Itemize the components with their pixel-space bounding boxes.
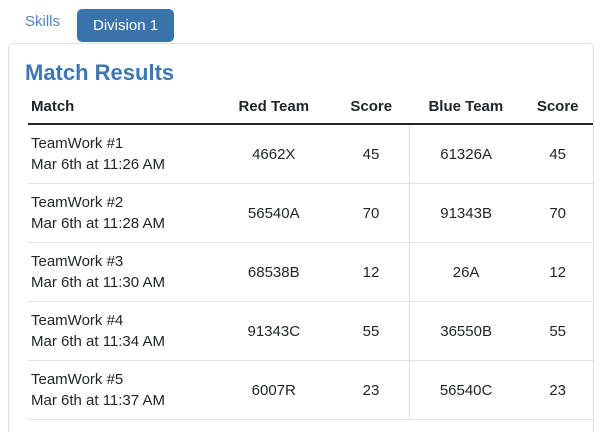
blue-team-cell: 36550B: [408, 301, 523, 361]
match-time: Mar 6th at 11:37 AM: [31, 392, 165, 409]
table-row: TeamWork #1 Mar 6th at 11:26 AM 4662X 45…: [28, 124, 593, 184]
match-name: TeamWork #2: [31, 194, 124, 211]
blue-team-cell: 26A: [408, 242, 523, 302]
blue-team-cell: 61326A: [408, 124, 523, 184]
red-team-cell: 56540A: [214, 183, 334, 243]
table-header-row: Match Red Team Score Blue Team Score: [28, 87, 593, 125]
match-time: Mar 6th at 11:34 AM: [31, 333, 165, 350]
red-score-cell: 70: [333, 183, 410, 243]
blue-score-cell: 45: [522, 124, 593, 184]
tab-bar: Skills Division 1: [0, 0, 603, 43]
match-name: TeamWork #3: [31, 253, 124, 270]
column-header-match: Match: [28, 87, 215, 125]
division-panel: Match Results Match Red Team Score Blue …: [8, 43, 594, 432]
table-row: TeamWork #2 Mar 6th at 11:28 AM 56540A 7…: [28, 183, 593, 243]
column-header-red-team: Red Team: [214, 87, 334, 125]
match-cell: TeamWork #3 Mar 6th at 11:30 AM: [28, 242, 215, 302]
red-score-cell: 55: [333, 301, 410, 361]
match-time: Mar 6th at 11:26 AM: [31, 156, 165, 173]
blue-team-cell: 91343B: [408, 183, 523, 243]
red-team-cell: 91343C: [214, 301, 334, 361]
page-title: Match Results: [25, 60, 175, 85]
red-score-cell: 12: [333, 242, 410, 302]
column-header-blue-score: Score: [522, 87, 593, 125]
blue-score-cell: 70: [522, 183, 593, 243]
tab-division-1[interactable]: Division 1: [77, 9, 175, 42]
match-time: Mar 6th at 11:30 AM: [31, 274, 165, 291]
match-name: TeamWork #5: [31, 371, 124, 388]
match-name: TeamWork #1: [31, 135, 124, 152]
column-header-red-score: Score: [333, 87, 410, 125]
red-score-cell: 45: [333, 124, 410, 184]
red-score-cell: 23: [333, 360, 410, 420]
match-cell: TeamWork #2 Mar 6th at 11:28 AM: [28, 183, 215, 243]
column-header-blue-team: Blue Team: [409, 87, 523, 125]
red-team-cell: 68538B: [214, 242, 334, 302]
match-name: TeamWork #4: [31, 312, 124, 329]
match-time: Mar 6th at 11:28 AM: [31, 215, 165, 232]
table-row: TeamWork #3 Mar 6th at 11:30 AM 68538B 1…: [28, 242, 593, 302]
match-cell: TeamWork #1 Mar 6th at 11:26 AM: [28, 124, 215, 184]
blue-score-cell: 12: [522, 242, 593, 302]
tab-skills[interactable]: Skills: [25, 13, 61, 30]
red-team-cell: 4662X: [214, 124, 334, 184]
match-results-table: Match Red Team Score Blue Team Score Tea…: [28, 87, 593, 420]
table-row: TeamWork #5 Mar 6th at 11:37 AM 6007R 23…: [28, 360, 593, 420]
match-cell: TeamWork #5 Mar 6th at 11:37 AM: [28, 360, 215, 420]
red-team-cell: 6007R: [214, 360, 334, 420]
match-cell: TeamWork #4 Mar 6th at 11:34 AM: [28, 301, 215, 361]
blue-score-cell: 23: [522, 360, 593, 420]
table-row: TeamWork #4 Mar 6th at 11:34 AM 91343C 5…: [28, 301, 593, 361]
blue-team-cell: 56540C: [408, 360, 523, 420]
blue-score-cell: 55: [522, 301, 593, 361]
